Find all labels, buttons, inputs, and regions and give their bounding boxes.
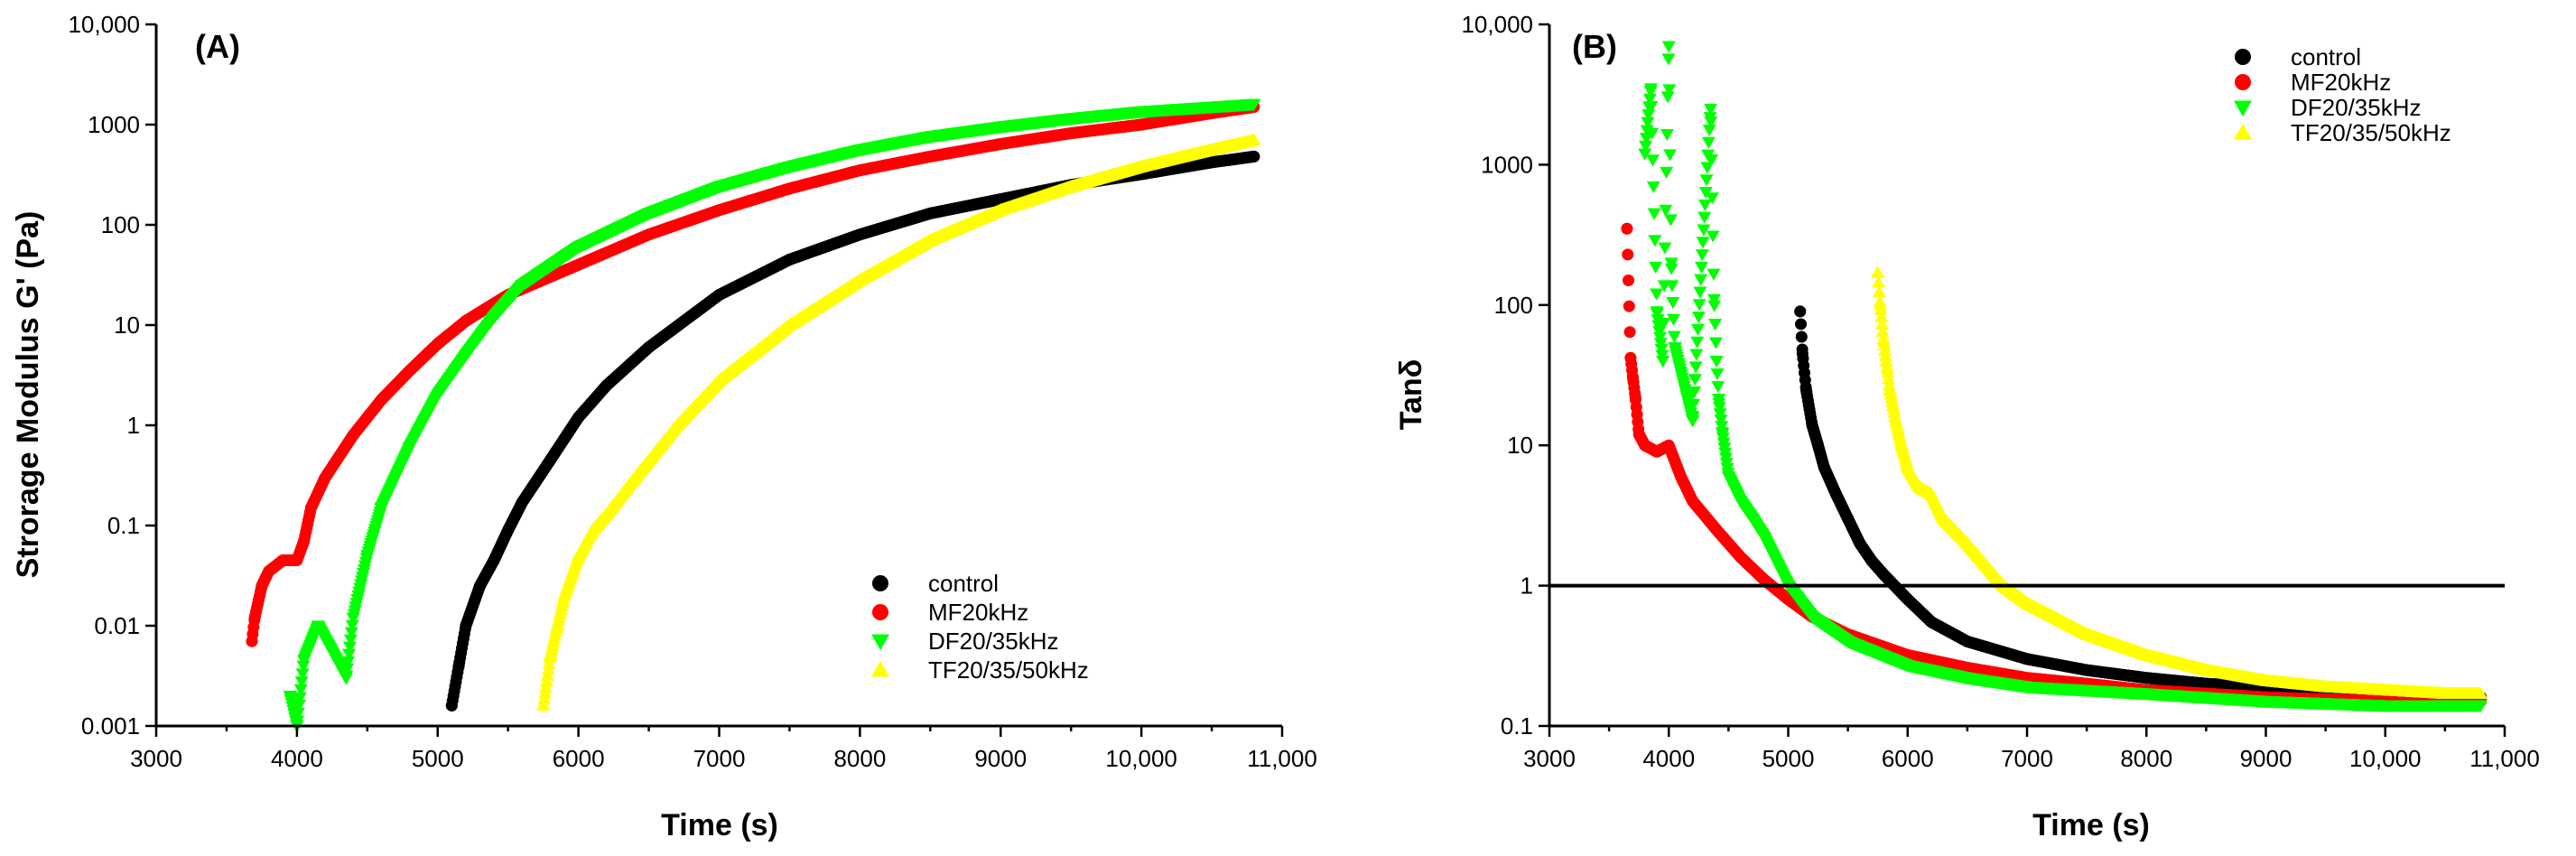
panel-a-y-tick-label: 1000 bbox=[88, 111, 140, 138]
panel-a-series-1-point-2 bbox=[256, 580, 268, 592]
panel-a-series-0-point-4 bbox=[488, 554, 500, 566]
panel-a-legend-label-2: DF20/35kHz bbox=[928, 628, 1059, 655]
panel-a-legend-label-3: TF20/35/50kHz bbox=[928, 656, 1089, 684]
panel-a-x-axis-title: Time (s) bbox=[661, 808, 778, 842]
panel-a-series-1-point-16 bbox=[643, 228, 656, 241]
panel-a-series-0-point-7 bbox=[544, 453, 556, 466]
panel-a-series-0-point-12 bbox=[783, 253, 795, 265]
panel-a-series-0-point-19 bbox=[1248, 150, 1260, 163]
panel-a-series-0-point-10 bbox=[643, 341, 656, 354]
panel-a-series-1-point-7 bbox=[304, 501, 317, 514]
panel-a-y-tick-label: 10,000 bbox=[68, 11, 140, 38]
panel-a-x-tick-label: 11,000 bbox=[1247, 745, 1317, 772]
panel-a-y-tick-label: 100 bbox=[101, 211, 140, 238]
panel-a-series-1-point-17 bbox=[713, 204, 725, 217]
panel-a-series-1-point-12 bbox=[432, 338, 444, 350]
panel-a-series-1-point-8 bbox=[319, 471, 331, 484]
panel-a-series-0-point-1 bbox=[452, 659, 465, 672]
panel-a-series-0-point-15 bbox=[994, 193, 1007, 206]
panel-b-series-0-trace-point bbox=[1795, 318, 1808, 330]
panel-a-x-tick-label: 10,000 bbox=[1105, 745, 1177, 772]
panel-a-series-0-point-2 bbox=[460, 619, 472, 632]
panel-a-series-0-point-9 bbox=[600, 379, 613, 392]
panel-a-series-1-point-22 bbox=[1065, 127, 1077, 140]
panel-a-y-axis-title: Strorage Modulus G' (Pa) bbox=[11, 211, 45, 579]
panel-a-series-1-point-6 bbox=[298, 535, 311, 547]
panel-a-series-1-point-21 bbox=[994, 138, 1007, 151]
panel-a-y-tick-label: 1 bbox=[127, 412, 140, 439]
panel-a-legend-marker-1 bbox=[872, 604, 888, 620]
panel-b-series-0-trace-point bbox=[1795, 330, 1808, 343]
panel-a-series-1-point-1 bbox=[248, 611, 261, 624]
panel-a-series-1-point-0 bbox=[246, 635, 258, 647]
panel-a-series-1-point-11 bbox=[404, 365, 416, 377]
panel-a-y-tick-label: 0.01 bbox=[94, 612, 140, 639]
panel-a-x-tick-label: 8000 bbox=[833, 745, 886, 772]
panel-a-series-1-point-9 bbox=[347, 429, 359, 442]
panel-a-x-tick-label: 6000 bbox=[553, 745, 605, 772]
panel-a-y-tick-label: 0.001 bbox=[81, 712, 140, 740]
panel-a-series-1-point-18 bbox=[783, 182, 795, 195]
panel-a-series-0-point-6 bbox=[516, 496, 528, 508]
panel-a-series-1-point-3 bbox=[263, 565, 275, 578]
panel-a-y-tick-label: 10 bbox=[114, 312, 140, 339]
panel-a-series-0-point-8 bbox=[572, 411, 585, 423]
panel-a-series-0-point-18 bbox=[1205, 156, 1218, 169]
panel-a-x-tick-label: 5000 bbox=[412, 745, 464, 772]
panel-a-series-1-point-10 bbox=[375, 394, 387, 406]
panel-a-x-tick-label: 4000 bbox=[271, 745, 323, 772]
panel-a-series-0-point-14 bbox=[924, 207, 936, 219]
panel-a-series-1-point-23 bbox=[1135, 118, 1148, 131]
panel-a-series-1-point-19 bbox=[853, 164, 866, 177]
panel-a-x-tick-label: 3000 bbox=[130, 745, 182, 772]
panel-a-series-0-point-3 bbox=[474, 580, 487, 592]
panel-a-series-1-point-15 bbox=[572, 258, 585, 271]
panel-a-y-tick-label: 0.1 bbox=[107, 512, 140, 539]
panel-a-series-layer bbox=[246, 98, 1261, 733]
panel-a-series-0-point-0 bbox=[445, 699, 458, 712]
panel-a-legend-label-0: control bbox=[928, 570, 999, 597]
panel-a-series-0-point-13 bbox=[853, 228, 866, 241]
panel-a-series-1-point-5 bbox=[291, 554, 303, 566]
panel-a: 3000 4000 5000 6000 7000 8000 9000 10,000 11,000… bbox=[11, 11, 1317, 842]
panel-a-series-0-point-5 bbox=[502, 524, 515, 536]
panel-a-series-1-point-4 bbox=[276, 554, 289, 566]
panel-a-x-tick-label: 7000 bbox=[693, 745, 746, 772]
panel-a-legend-label-1: MF20kHz bbox=[928, 599, 1028, 626]
panel-a-label: (A) bbox=[195, 28, 240, 65]
panel-a-x-tick-label: 9000 bbox=[974, 745, 1027, 772]
panel-a-series-0-point-11 bbox=[713, 289, 725, 302]
panel-a-series-1-point-13 bbox=[460, 314, 472, 327]
panel-a-series-1-point-20 bbox=[924, 150, 936, 163]
panel-a-legend-marker-0 bbox=[872, 575, 888, 591]
